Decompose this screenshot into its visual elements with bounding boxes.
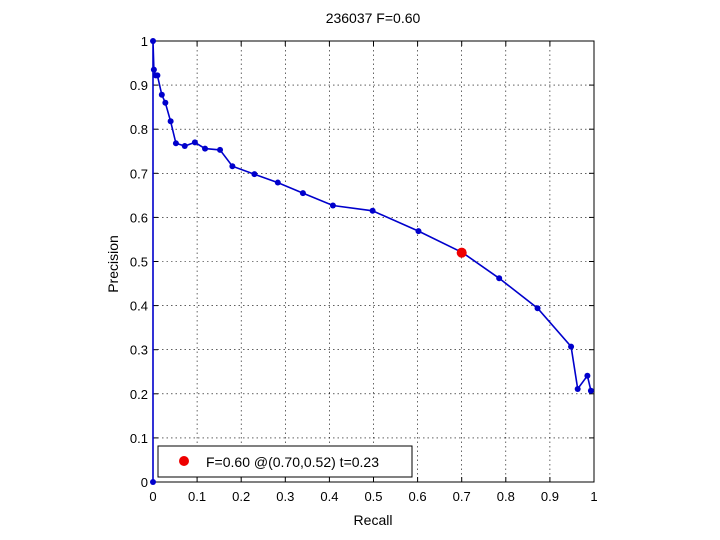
pr-curve-point — [150, 479, 156, 485]
y-tick-label: 0.2 — [130, 387, 148, 402]
legend: F=0.60 @(0.70,0.52) t=0.23 — [157, 445, 413, 478]
pr-curve-point — [172, 140, 179, 147]
pr-curve-point — [154, 72, 161, 79]
x-tick-label: 0.3 — [276, 489, 294, 504]
pr-curve-point — [217, 146, 224, 153]
pr-curve-point — [369, 207, 376, 214]
pr-curve-point — [162, 99, 169, 106]
pr-curve-point — [587, 387, 594, 394]
pr-curve-point — [329, 202, 336, 209]
y-tick-label: 0.4 — [130, 299, 148, 314]
x-tick-label: 0.1 — [188, 489, 206, 504]
y-tick-label: 0.7 — [130, 166, 148, 181]
legend-marker — [179, 456, 189, 466]
grid-lines — [153, 41, 594, 482]
pr-curve-point — [181, 142, 188, 149]
y-tick-label: 0 — [141, 475, 148, 490]
y-tick-label: 0.1 — [130, 431, 148, 446]
legend-box — [157, 445, 413, 478]
pr-curve-point — [229, 163, 236, 170]
y-tick-label: 0.5 — [130, 255, 148, 270]
best-f-point — [456, 247, 467, 258]
y-axis-label: Precision — [105, 235, 121, 293]
data-series — [150, 38, 594, 485]
y-tick-label: 1 — [141, 34, 148, 49]
pr-curve-point — [534, 305, 541, 312]
pr-curve-point — [496, 275, 503, 282]
pr-curve-point — [415, 228, 422, 235]
y-tick-label: 0.3 — [130, 343, 148, 358]
x-tick-label: 0.6 — [409, 489, 427, 504]
x-tick-label: 0.4 — [320, 489, 338, 504]
chart-title: 236037 F=0.60 — [326, 10, 421, 26]
pr-curve-point — [150, 66, 157, 73]
x-axis-label: Recall — [354, 512, 393, 528]
pr-curve-point — [299, 190, 306, 197]
pr-curve-point — [568, 343, 575, 350]
pr-curve-line — [152, 40, 592, 482]
y-tick-label: 0.9 — [130, 78, 148, 93]
y-axis: 0 0.1 0.2 0.3 0.4 0.5 0.6 0.7 0.8 0.9 1 — [130, 34, 594, 490]
x-axis: 0 0.1 0.2 0.3 0.4 0.5 0.6 0.7 0.8 0.9 1 — [149, 41, 598, 504]
pr-curve-point — [167, 118, 174, 125]
legend-label: F=0.60 @(0.70,0.52) t=0.23 — [206, 454, 379, 470]
x-tick-label: 0 — [149, 489, 156, 504]
pr-curve-point — [274, 179, 281, 186]
pr-curve-point — [584, 372, 591, 379]
x-tick-label: 1 — [590, 489, 597, 504]
x-tick-label: 0.9 — [541, 489, 559, 504]
x-tick-label: 0.2 — [232, 489, 250, 504]
x-tick-label: 0.5 — [364, 489, 382, 504]
y-tick-label: 0.6 — [130, 210, 148, 225]
y-tick-label: 0.8 — [130, 122, 148, 137]
x-tick-label: 0.8 — [497, 489, 515, 504]
pr-curve-point — [158, 91, 165, 98]
pr-curve-point — [202, 145, 209, 152]
x-tick-label: 0.7 — [453, 489, 471, 504]
pr-curve-point — [191, 139, 198, 146]
pr-curve-point — [574, 385, 581, 392]
pr-curve-point — [251, 171, 258, 178]
pr-curve-point — [150, 38, 156, 44]
